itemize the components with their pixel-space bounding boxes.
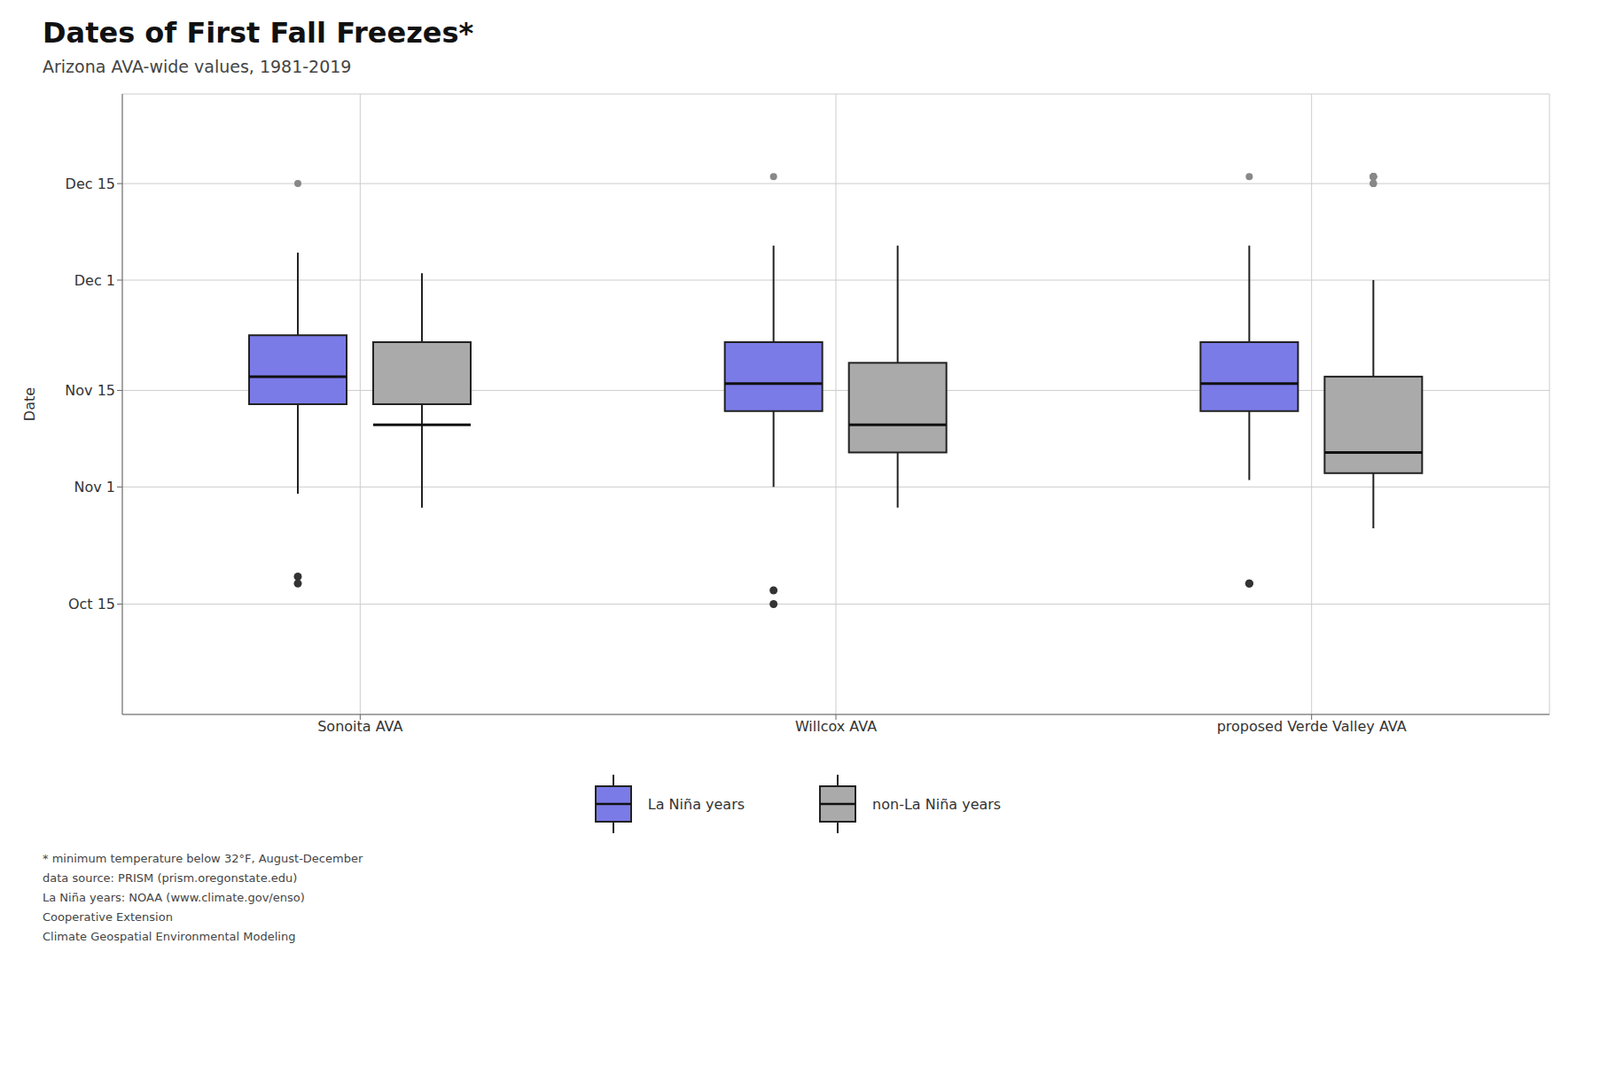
svg-text:Oct 15: Oct 15 bbox=[68, 595, 116, 613]
svg-text:Nov 15: Nov 15 bbox=[64, 382, 116, 399]
html-text:Arizona AVA-wide values, 1981-: Arizona AVA-wide values, 1981-2019 bbox=[42, 56, 352, 77]
html-text:non-La Niña years: non-La Niña years bbox=[872, 795, 1001, 813]
html-text:* minimum temperature below 32: * minimum temperature below 32°F, August… bbox=[42, 851, 363, 866]
html-text:La Niña years: NOAA (www.clima: La Niña years: NOAA (www.climate.gov/ens… bbox=[42, 890, 305, 905]
svg-text:Dec 1: Dec 1 bbox=[74, 272, 116, 289]
svg-text:Nov 1: Nov 1 bbox=[74, 478, 117, 496]
html-text:Climate Geospatial Environment: Climate Geospatial Environmental Modelin… bbox=[42, 929, 296, 944]
html-text:Dates of First Fall Freezes*: Dates of First Fall Freezes* bbox=[42, 15, 474, 50]
svg-text:Sonoita AVA: Sonoita AVA bbox=[317, 718, 403, 735]
html-text:Cooperative Extension: Cooperative Extension bbox=[42, 910, 173, 924]
html-text:data source: PRISM (prism.oreg: data source: PRISM (prism.oregonstate.ed… bbox=[42, 871, 298, 885]
html-text:La Niña years: La Niña years bbox=[647, 795, 745, 813]
svg-text:proposed Verde Valley AVA: proposed Verde Valley AVA bbox=[1217, 718, 1407, 735]
svg-text:Date: Date bbox=[21, 387, 39, 422]
svg-text:Dec 15: Dec 15 bbox=[65, 175, 116, 193]
svg-text:Willcox AVA: Willcox AVA bbox=[795, 718, 877, 735]
